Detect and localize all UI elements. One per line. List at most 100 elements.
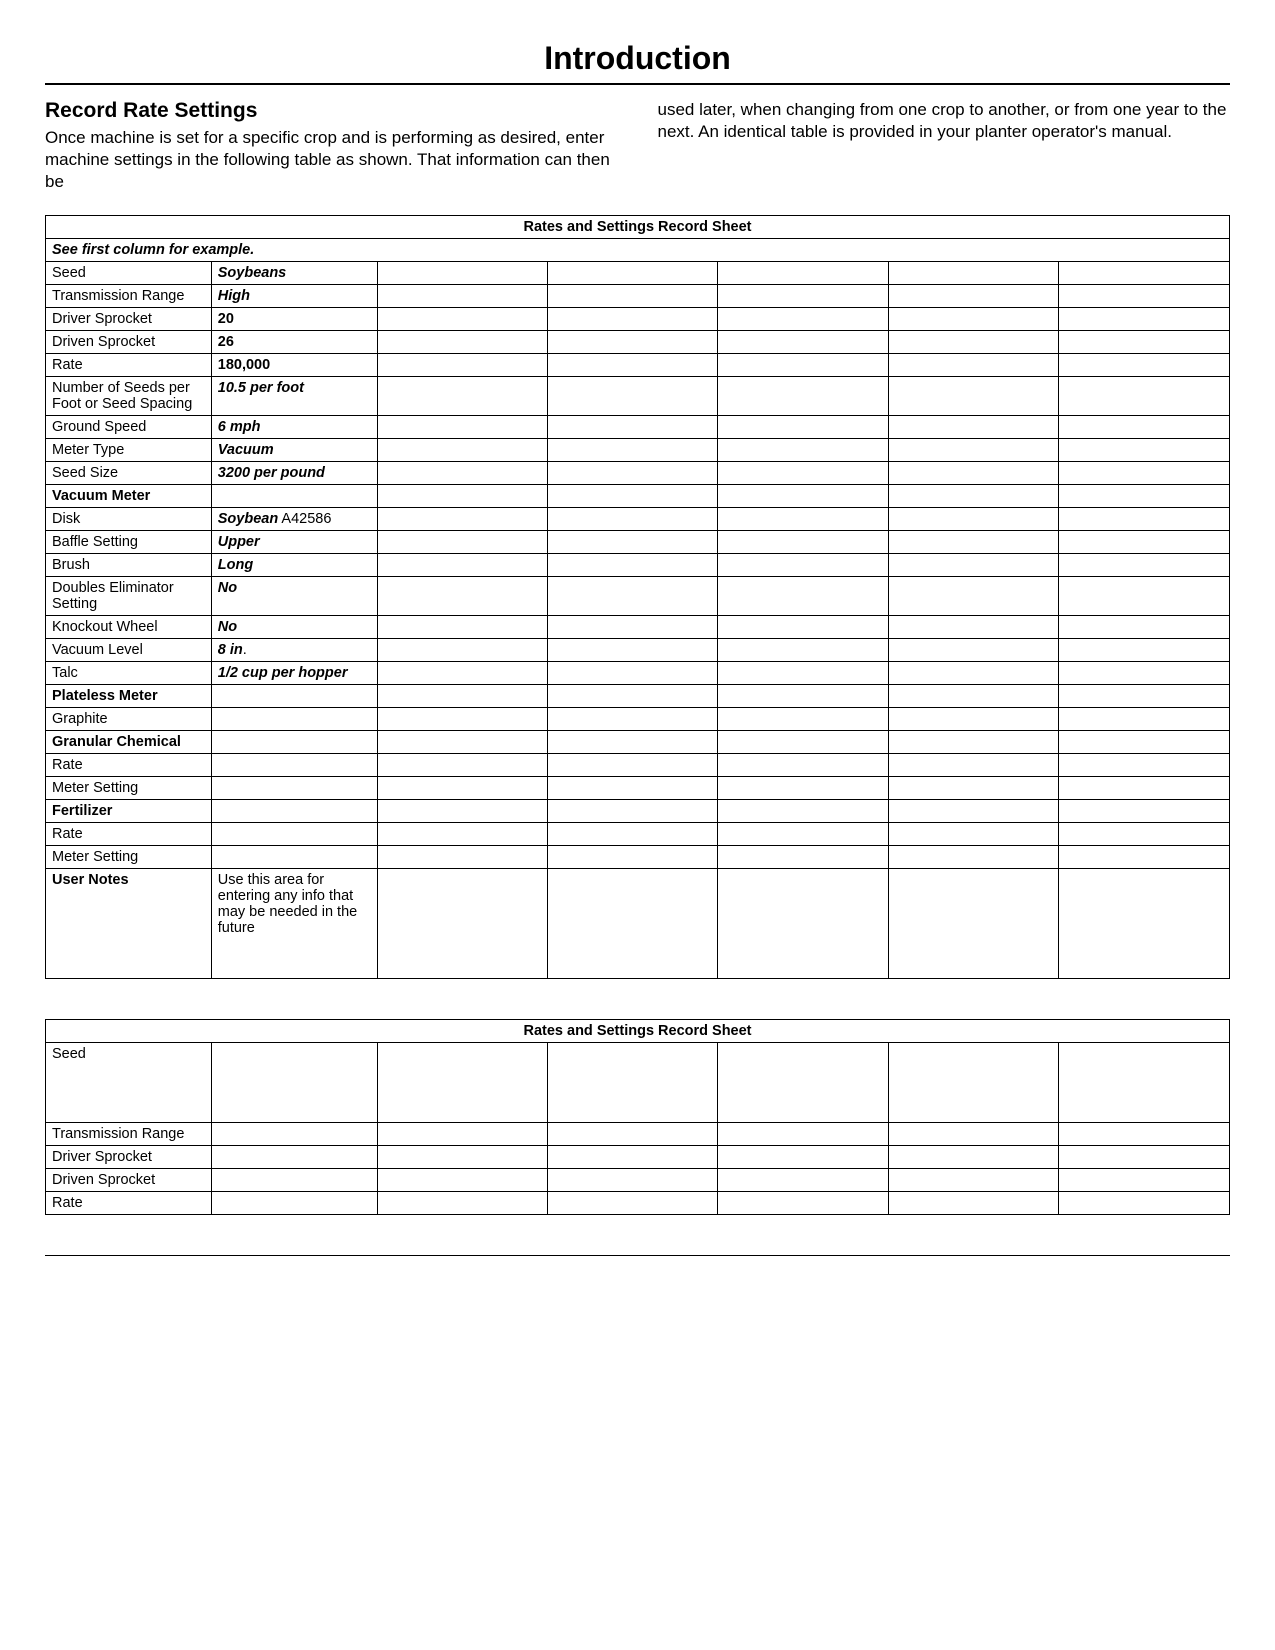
blank-cell (377, 308, 547, 331)
row-example: Soybean A42586 (211, 508, 377, 531)
title-rule (45, 83, 1230, 85)
intro-text-right: used later, when changing from one crop … (658, 99, 1231, 143)
blank-cell (718, 800, 888, 823)
blank-cell (718, 823, 888, 846)
row-example: No (211, 577, 377, 616)
blank-cell (547, 1146, 717, 1169)
blank-cell (888, 262, 1058, 285)
blank-cell (547, 531, 717, 554)
page-title: Introduction (45, 40, 1230, 77)
blank-cell (718, 731, 888, 754)
blank-cell (718, 531, 888, 554)
blank-cell (547, 1123, 717, 1146)
row-example: 26 (211, 331, 377, 354)
blank-cell (718, 462, 888, 485)
blank-cell (377, 577, 547, 616)
blank-cell (1059, 1192, 1230, 1215)
blank-cell (377, 1146, 547, 1169)
blank-cell (718, 508, 888, 531)
intro-col-left: Record Rate Settings Once machine is set… (45, 99, 618, 193)
blank-cell (718, 354, 888, 377)
blank-cell (718, 554, 888, 577)
blank-cell (377, 639, 547, 662)
blank-cell (888, 377, 1058, 416)
row-example: Long (211, 554, 377, 577)
blank-cell (718, 262, 888, 285)
blank-cell (888, 508, 1058, 531)
blank-cell (547, 554, 717, 577)
blank-cell (718, 708, 888, 731)
blank-cell (547, 685, 717, 708)
blank-cell (547, 869, 717, 979)
blank-cell (547, 354, 717, 377)
blank-cell (718, 577, 888, 616)
row-label: Driver Sprocket (46, 1146, 212, 1169)
blank-cell (718, 754, 888, 777)
blank-cell (377, 285, 547, 308)
blank-cell (888, 731, 1058, 754)
row-label: Rate (46, 754, 212, 777)
blank-cell (1059, 708, 1230, 731)
blank-cell (377, 777, 547, 800)
blank-cell (718, 1192, 888, 1215)
intro-col-right: used later, when changing from one crop … (658, 99, 1231, 193)
row-example (211, 708, 377, 731)
row-example (211, 754, 377, 777)
blank-cell (888, 1123, 1058, 1146)
blank-cell (1059, 1043, 1230, 1123)
blank-cell (888, 823, 1058, 846)
blank-cell (547, 439, 717, 462)
blank-cell (888, 685, 1058, 708)
blank-cell (377, 554, 547, 577)
row-example (211, 823, 377, 846)
blank-cell (377, 685, 547, 708)
row-example (211, 1146, 377, 1169)
blank-cell (718, 1043, 888, 1123)
row-example: High (211, 285, 377, 308)
blank-cell (547, 485, 717, 508)
row-example: 6 mph (211, 416, 377, 439)
blank-cell (377, 754, 547, 777)
row-example: 1/2 cup per hopper (211, 662, 377, 685)
blank-cell (547, 662, 717, 685)
row-label: Disk (46, 508, 212, 531)
blank-cell (718, 1146, 888, 1169)
blank-cell (547, 462, 717, 485)
row-label: Driven Sprocket (46, 331, 212, 354)
row-label: Doubles Eliminator Setting (46, 577, 212, 616)
row-label: Seed (46, 1043, 212, 1123)
blank-cell (1059, 639, 1230, 662)
row-example (211, 1043, 377, 1123)
blank-cell (547, 416, 717, 439)
blank-cell (377, 869, 547, 979)
row-label: Transmission Range (46, 285, 212, 308)
blank-cell (1059, 508, 1230, 531)
blank-cell (377, 377, 547, 416)
blank-cell (1059, 846, 1230, 869)
row-example: Soybeans (211, 262, 377, 285)
blank-cell (888, 662, 1058, 685)
blank-cell (547, 800, 717, 823)
row-example (211, 1123, 377, 1146)
row-label: Transmission Range (46, 1123, 212, 1146)
row-example (211, 777, 377, 800)
row-label: Ground Speed (46, 416, 212, 439)
blank-cell (888, 462, 1058, 485)
blank-cell (1059, 616, 1230, 639)
row-example: 20 (211, 308, 377, 331)
blank-cell (377, 354, 547, 377)
row-label: User Notes (46, 869, 212, 979)
row-label: Knockout Wheel (46, 616, 212, 639)
blank-cell (1059, 485, 1230, 508)
blank-cell (547, 577, 717, 616)
blank-cell (718, 485, 888, 508)
blank-cell (377, 1043, 547, 1123)
blank-cell (1059, 331, 1230, 354)
blank-cell (1059, 1169, 1230, 1192)
blank-cell (888, 777, 1058, 800)
blank-cell (547, 846, 717, 869)
blank-cell (1059, 554, 1230, 577)
row-example: Upper (211, 531, 377, 554)
blank-cell (888, 554, 1058, 577)
blank-cell (1059, 685, 1230, 708)
